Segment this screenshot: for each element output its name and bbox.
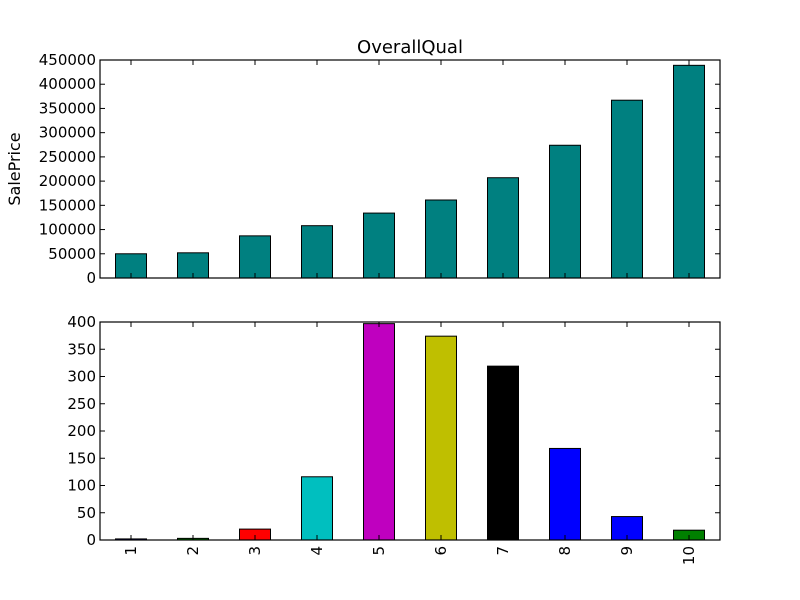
x-tick-label: 4 <box>308 546 326 556</box>
plot-frame <box>99 321 721 541</box>
x-tick-label: 8 <box>556 546 574 556</box>
bar-7 <box>487 177 519 279</box>
x-tick-label: 5 <box>370 546 388 556</box>
y-tick-label: 0 <box>86 531 96 549</box>
x-tick-label: 6 <box>432 546 450 556</box>
y-tick-label: 50000 <box>48 245 96 263</box>
bar-3 <box>239 235 271 279</box>
bar-9 <box>611 99 643 279</box>
y-tick-label: 400 <box>67 313 96 331</box>
x-tick-label: 2 <box>184 546 202 556</box>
bar-8 <box>549 447 581 541</box>
y-tick-label: 0 <box>86 269 96 287</box>
bar-4 <box>301 476 333 541</box>
bar-4 <box>301 225 333 279</box>
y-tick-label: 450000 <box>39 51 96 69</box>
y-tick-label: 200000 <box>39 172 96 190</box>
bar-5 <box>363 212 395 279</box>
bar-10 <box>673 64 705 279</box>
y-tick-label: 150000 <box>39 196 96 214</box>
x-tick-label: 1 <box>122 546 140 556</box>
y-tick-label: 100000 <box>39 221 96 239</box>
bar-6 <box>425 335 457 541</box>
y-tick-label: 400000 <box>39 75 96 93</box>
y-tick-label: 350000 <box>39 99 96 117</box>
plot-frame <box>99 59 721 279</box>
x-tick-label: 7 <box>494 546 512 556</box>
y-tick-label: 250 <box>67 395 96 413</box>
bar-7 <box>487 365 519 541</box>
x-tick-label: 10 <box>680 546 698 565</box>
y-tick-label: 250000 <box>39 148 96 166</box>
saleprice-bar-panel: 0 50000 100000 150000 200000 250000 300000 3500… <box>39 51 721 287</box>
y-tick-label: 100 <box>67 477 96 495</box>
y-tick-label: 50 <box>77 504 96 522</box>
bar-5 <box>363 323 395 541</box>
chart-title: OverallQual <box>357 37 463 58</box>
y-tick-label: 300000 <box>39 124 96 142</box>
x-tick-label: 3 <box>246 546 264 556</box>
bar-8 <box>549 144 581 279</box>
count-bar-panel: 0 50 100 150 200 250 300 350 400 1 2 3 4 5 6 7 8 9 10 <box>67 313 721 565</box>
y-tick-label: 200 <box>67 422 96 440</box>
bar-6 <box>425 199 457 279</box>
y-tick-label: 150 <box>67 449 96 467</box>
y-tick-label: 300 <box>67 368 96 386</box>
y-tick-label: 350 <box>67 340 96 358</box>
x-tick-label: 9 <box>618 546 636 556</box>
y-axis-label: SalePrice <box>5 132 24 205</box>
